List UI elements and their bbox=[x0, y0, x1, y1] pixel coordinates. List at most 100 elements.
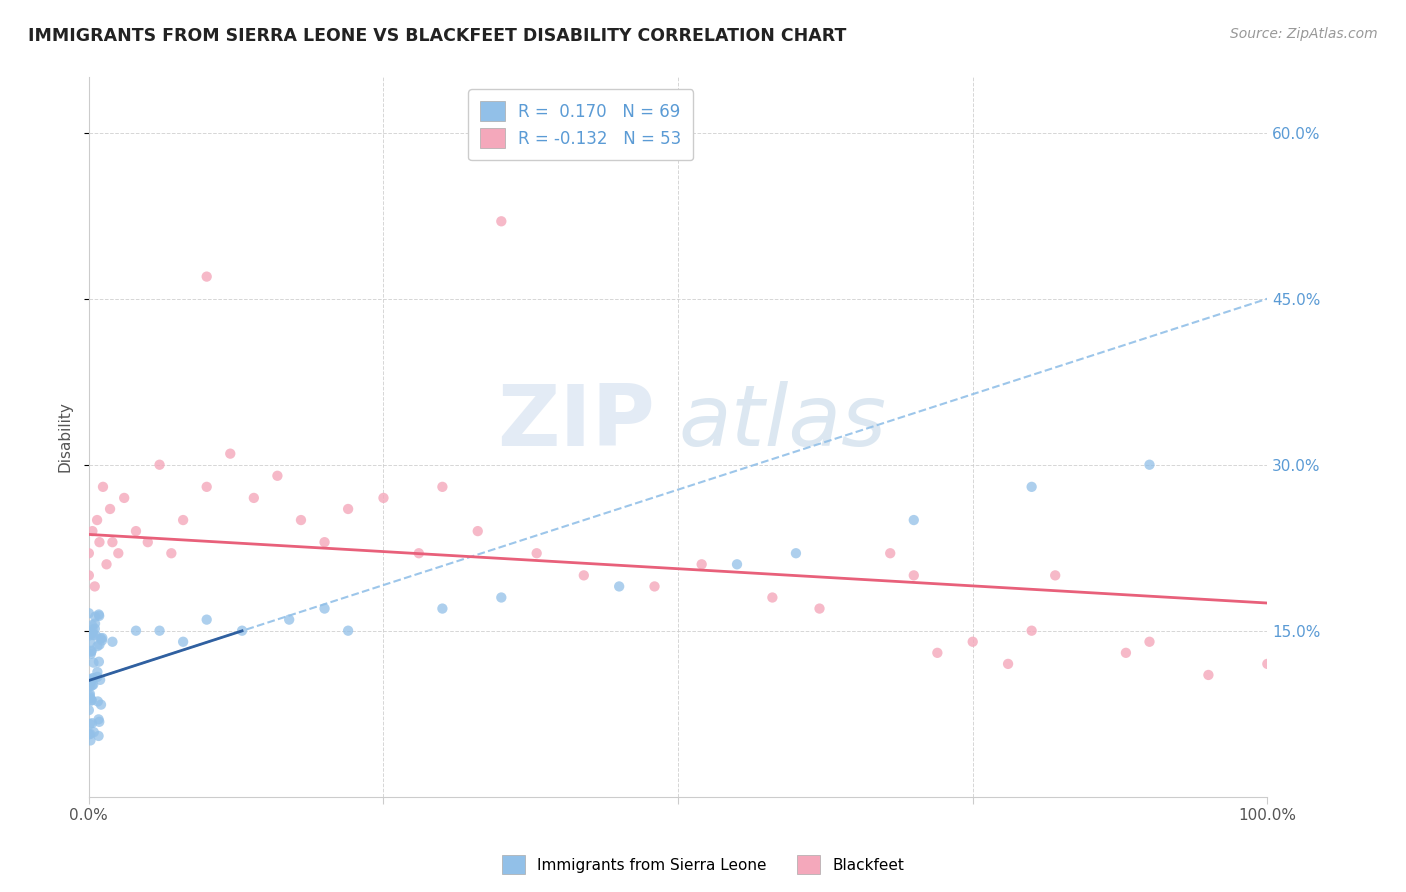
Text: ZIP: ZIP bbox=[496, 381, 655, 464]
Point bbox=[1256, 657, 1278, 671]
Point bbox=[82, 716, 104, 731]
Point bbox=[77, 546, 100, 560]
Point bbox=[82, 656, 104, 670]
Point bbox=[79, 727, 101, 741]
Point bbox=[80, 647, 103, 661]
Point bbox=[997, 657, 1019, 671]
Point bbox=[219, 447, 242, 461]
Point bbox=[87, 655, 110, 669]
Point bbox=[96, 558, 118, 572]
Point bbox=[314, 535, 336, 549]
Point bbox=[195, 269, 218, 284]
Point bbox=[79, 733, 101, 747]
Point bbox=[89, 673, 111, 687]
Point bbox=[101, 535, 124, 549]
Point bbox=[90, 632, 112, 646]
Point bbox=[80, 679, 103, 693]
Point bbox=[432, 480, 454, 494]
Point bbox=[903, 513, 925, 527]
Point bbox=[808, 601, 831, 615]
Point bbox=[725, 558, 748, 572]
Point bbox=[1021, 480, 1043, 494]
Point bbox=[927, 646, 949, 660]
Point bbox=[87, 694, 110, 708]
Point bbox=[86, 665, 108, 679]
Point bbox=[962, 634, 984, 648]
Point bbox=[408, 546, 430, 560]
Point bbox=[79, 717, 101, 731]
Point bbox=[86, 513, 108, 527]
Point bbox=[266, 468, 288, 483]
Point bbox=[101, 634, 124, 648]
Point bbox=[83, 725, 105, 739]
Point bbox=[77, 727, 100, 741]
Point bbox=[432, 601, 454, 615]
Point bbox=[79, 636, 101, 650]
Point bbox=[79, 691, 101, 706]
Point bbox=[231, 624, 253, 638]
Point bbox=[82, 626, 104, 640]
Point bbox=[125, 624, 148, 638]
Point bbox=[79, 673, 101, 687]
Point bbox=[107, 546, 129, 560]
Point bbox=[87, 712, 110, 726]
Point bbox=[84, 629, 107, 643]
Point bbox=[195, 613, 218, 627]
Point bbox=[83, 622, 105, 636]
Point bbox=[785, 546, 807, 560]
Point bbox=[77, 568, 100, 582]
Point bbox=[607, 579, 630, 593]
Point bbox=[98, 502, 121, 516]
Point bbox=[1115, 646, 1137, 660]
Point bbox=[337, 502, 360, 516]
Point bbox=[1197, 668, 1219, 682]
Point bbox=[82, 671, 104, 685]
Point bbox=[148, 624, 170, 638]
Legend: Immigrants from Sierra Leone, Blackfeet: Immigrants from Sierra Leone, Blackfeet bbox=[496, 849, 910, 880]
Point bbox=[86, 639, 108, 653]
Point bbox=[690, 558, 713, 572]
Point bbox=[491, 214, 513, 228]
Point bbox=[80, 674, 103, 689]
Text: Source: ZipAtlas.com: Source: ZipAtlas.com bbox=[1230, 27, 1378, 41]
Point bbox=[82, 677, 104, 691]
Point bbox=[572, 568, 595, 582]
Point bbox=[373, 491, 395, 505]
Point bbox=[136, 535, 159, 549]
Point bbox=[80, 693, 103, 707]
Point bbox=[86, 670, 108, 684]
Point bbox=[1139, 458, 1161, 472]
Point bbox=[82, 623, 104, 637]
Point bbox=[89, 638, 111, 652]
Point bbox=[87, 729, 110, 743]
Point bbox=[82, 524, 104, 538]
Point bbox=[87, 607, 110, 622]
Point bbox=[91, 631, 114, 645]
Point bbox=[89, 714, 111, 729]
Point bbox=[77, 703, 100, 717]
Point bbox=[89, 535, 111, 549]
Point bbox=[290, 513, 312, 527]
Point bbox=[89, 608, 111, 623]
Point bbox=[90, 698, 112, 712]
Point bbox=[526, 546, 548, 560]
Point bbox=[79, 687, 101, 701]
Point bbox=[172, 513, 194, 527]
Text: IMMIGRANTS FROM SIERRA LEONE VS BLACKFEET DISABILITY CORRELATION CHART: IMMIGRANTS FROM SIERRA LEONE VS BLACKFEE… bbox=[28, 27, 846, 45]
Point bbox=[79, 689, 101, 703]
Point bbox=[83, 579, 105, 593]
Point bbox=[77, 629, 100, 643]
Text: atlas: atlas bbox=[678, 381, 886, 464]
Point bbox=[243, 491, 266, 505]
Point bbox=[77, 606, 100, 620]
Point bbox=[148, 458, 170, 472]
Point bbox=[84, 616, 107, 631]
Point bbox=[160, 546, 183, 560]
Point bbox=[195, 480, 218, 494]
Point bbox=[112, 491, 135, 505]
Point bbox=[91, 480, 114, 494]
Point bbox=[491, 591, 513, 605]
Point bbox=[80, 645, 103, 659]
Point bbox=[80, 673, 103, 688]
Point bbox=[879, 546, 901, 560]
